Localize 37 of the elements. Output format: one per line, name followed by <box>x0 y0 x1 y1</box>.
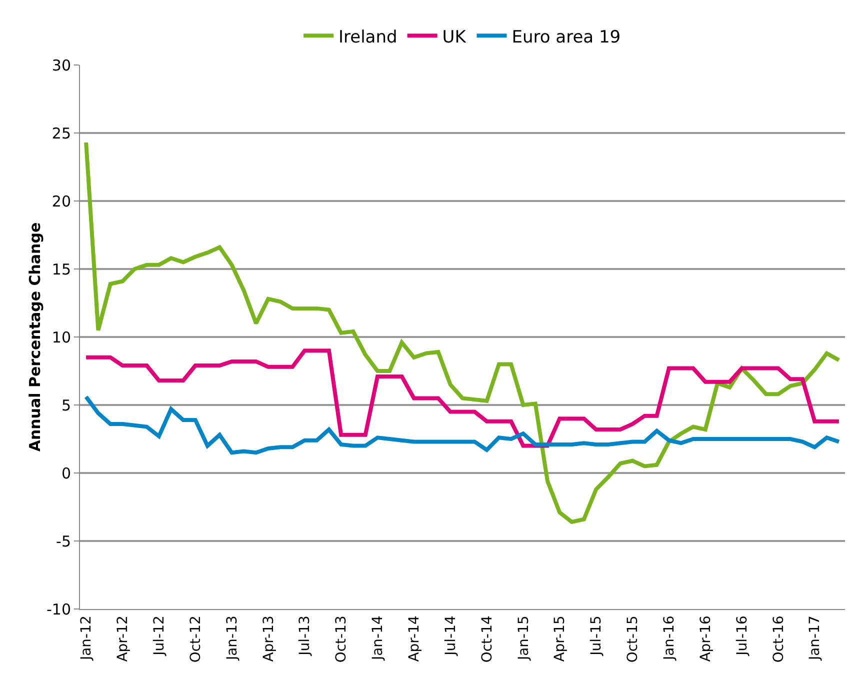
legend-label: UK <box>442 27 467 48</box>
line-series <box>84 140 841 524</box>
y-tick-label: 20 <box>52 192 71 210</box>
x-tick-label: Oct-12 <box>188 616 204 663</box>
x-tick-label: Apr-15 <box>552 616 568 662</box>
x-tick-label: Oct-14 <box>479 616 496 663</box>
x-tick-label: Oct-15 <box>625 616 642 663</box>
x-tick-label: Jan-14 <box>370 616 386 662</box>
line-series <box>84 394 841 455</box>
x-tick-label: Jul-13 <box>297 616 314 656</box>
y-tick-label: -10 <box>46 600 71 618</box>
legend-label: Ireland <box>338 27 398 48</box>
x-tick-label: Apr-13 <box>260 616 277 662</box>
x-tick-label: Jan-16 <box>661 616 678 662</box>
y-tick-label: 5 <box>61 396 71 414</box>
x-tick-label: Jan-15 <box>516 616 532 662</box>
legend-label: Euro area 19 <box>512 27 621 48</box>
x-tick-label: Apr-12 <box>115 616 132 662</box>
x-tick-label: Oct-16 <box>770 616 787 663</box>
x-tick-label: Apr-14 <box>406 616 422 662</box>
x-tick-label: Jul-16 <box>734 616 750 656</box>
x-tick-label: Jan-17 <box>807 616 824 662</box>
y-tick-label: -5 <box>56 532 71 550</box>
x-tick-label: Jul-14 <box>442 616 459 656</box>
x-tick-label: Jan-12 <box>78 616 95 662</box>
x-tick-label: Jan-13 <box>224 616 240 662</box>
y-tick-label: 10 <box>52 328 71 346</box>
y-tick-label: 30 <box>52 56 71 74</box>
y-tick-label: 0 <box>61 464 71 482</box>
x-tick-label: Apr-16 <box>698 616 714 662</box>
line-series <box>84 348 841 448</box>
y-axis-title: Annual Percentage Change <box>26 222 44 452</box>
x-tick-label: Jul-15 <box>588 616 605 656</box>
y-tick-label: 15 <box>52 260 71 278</box>
x-tick-label: Jul-12 <box>151 616 168 656</box>
x-tick-label: Oct-13 <box>334 616 350 663</box>
y-tick-label: 25 <box>52 124 71 142</box>
